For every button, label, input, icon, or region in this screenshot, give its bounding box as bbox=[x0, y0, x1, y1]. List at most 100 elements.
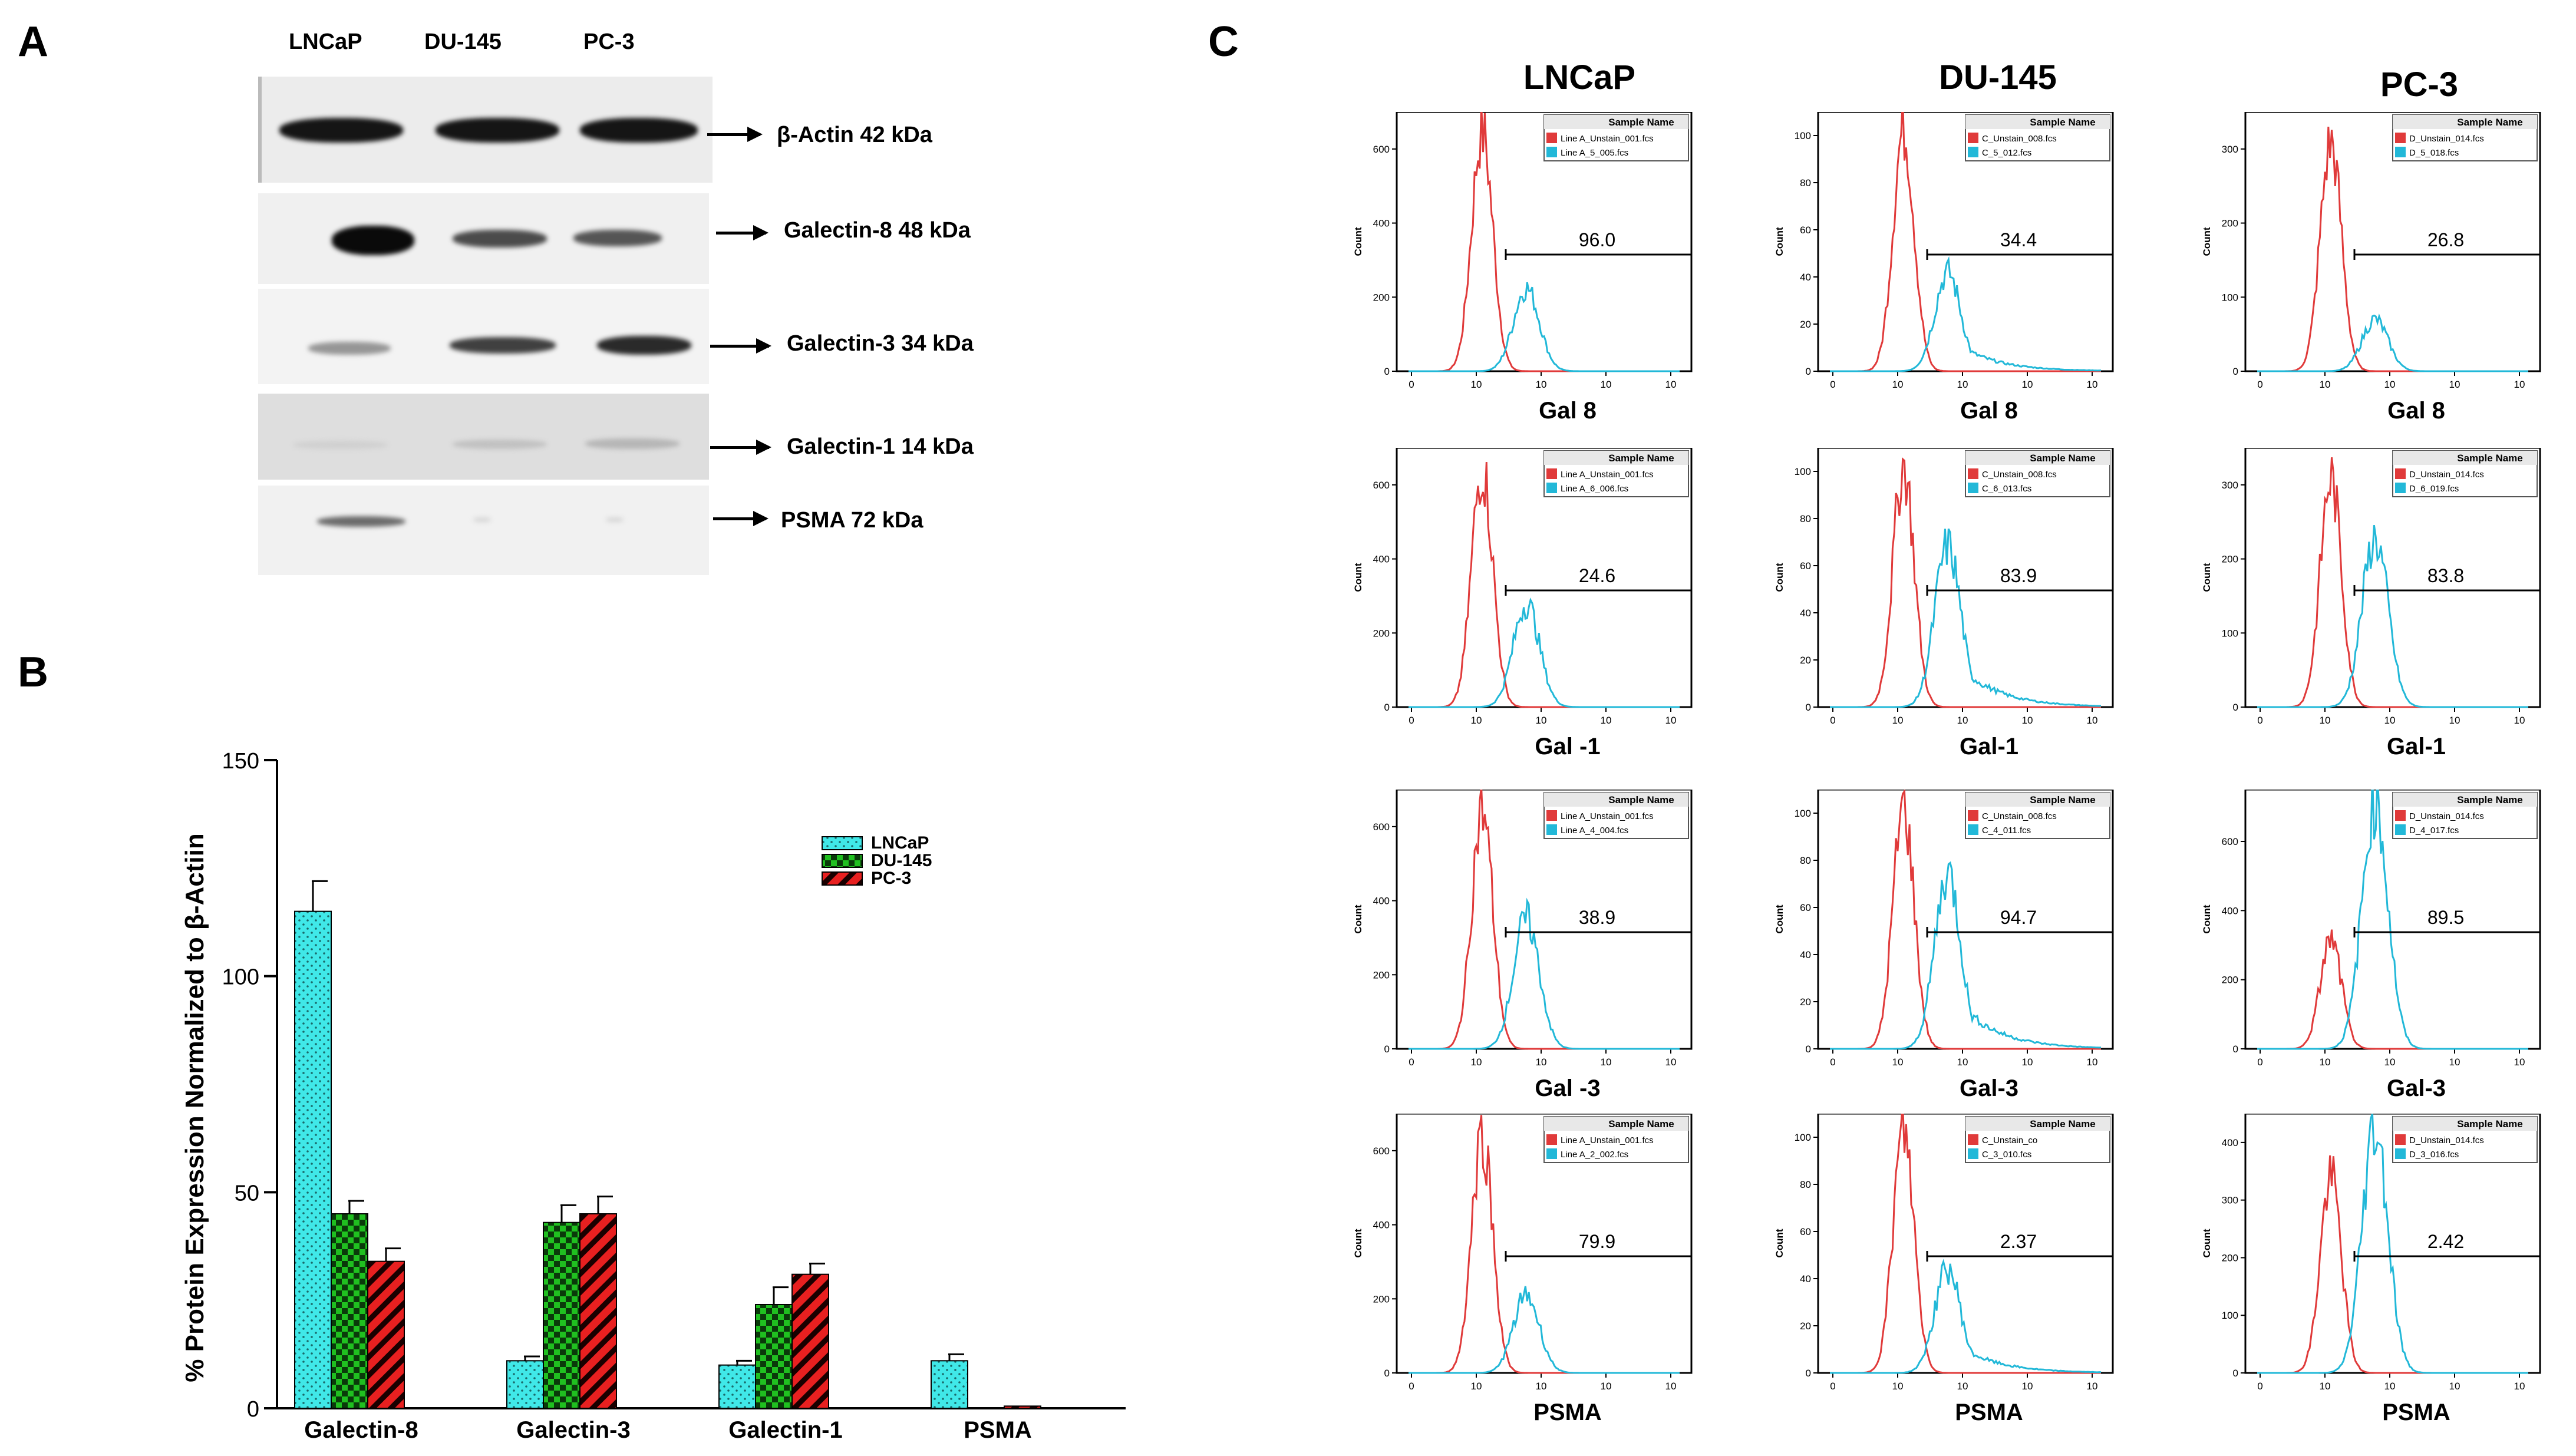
blot-galectin3 bbox=[258, 289, 709, 384]
y-tick-label: 0 bbox=[2233, 702, 2238, 713]
stained-histogram bbox=[2257, 524, 2528, 708]
unstained-swatch bbox=[2395, 1134, 2406, 1145]
band-gal8-lncap bbox=[332, 226, 414, 255]
legend-sample-1: Line A_Unstain_001.fcs bbox=[1561, 134, 1654, 144]
y-tick-label: 100 bbox=[1795, 1132, 1811, 1143]
stained-swatch bbox=[1546, 824, 1557, 835]
count-label: Count bbox=[2201, 227, 2212, 256]
flow-histogram-2-0: 0 200 400 600 0 10 10 10 10 Count 38.9 Sample Name L… bbox=[1353, 790, 1693, 1101]
legend-sample-1: C_Unstain_008.fcs bbox=[1982, 811, 2057, 821]
x-tick-label: 10 bbox=[2449, 1056, 2460, 1068]
x-tick-label: 10 bbox=[1601, 715, 1612, 726]
x-tick-label: 10 bbox=[1665, 1381, 1677, 1392]
stained-swatch bbox=[1968, 824, 1978, 835]
bar-category-label: Galectin-1 bbox=[728, 1417, 842, 1443]
y-tick-label: 0 bbox=[1384, 702, 1390, 713]
legend-sample-1: D_Unstain_014.fcs bbox=[2409, 1135, 2484, 1145]
x-tick-label: 10 bbox=[2087, 1381, 2098, 1392]
x-tick-label: 10 bbox=[1665, 715, 1677, 726]
gate-percent: 83.8 bbox=[2427, 565, 2464, 586]
legend-sample-2: C_6_013.fcs bbox=[1982, 484, 2031, 494]
flow-x-label: Gal -1 bbox=[1535, 734, 1600, 760]
y-tick-label: 400 bbox=[2222, 1137, 2238, 1148]
legend-sample-2: D_3_016.fcs bbox=[2409, 1150, 2459, 1160]
stained-histogram bbox=[1830, 528, 2102, 708]
band-gal1-lncap bbox=[293, 441, 388, 449]
flow-histogram-2-2: 0 200 400 600 0 10 10 10 10 Count 89.5 Sample Name D… bbox=[2201, 790, 2541, 1101]
x-tick-label: 10 bbox=[1536, 1381, 1547, 1392]
count-label: Count bbox=[1774, 227, 1785, 256]
legend-swatch-pc-3 bbox=[822, 871, 863, 886]
y-tick-label: 0 bbox=[1384, 1044, 1390, 1055]
sample-legend-title: Sample Name bbox=[2030, 794, 2096, 805]
flow-histogram-0-1: 0 20 40 60 80 100 0 10 10 10 10 Count 34.4 Sample Nam… bbox=[1774, 112, 2114, 424]
x-tick-label: 10 bbox=[1957, 1381, 1968, 1392]
y-tick-label: 80 bbox=[1800, 177, 1811, 189]
flow-title-lncap: LNCaP bbox=[1523, 58, 1636, 97]
gate-percent: 2.37 bbox=[2000, 1231, 2037, 1252]
y-tick-label: 600 bbox=[1373, 144, 1390, 155]
x-tick-label: 10 bbox=[2384, 715, 2396, 726]
legend-sample-2: Line A_5_005.fcs bbox=[1561, 148, 1628, 158]
x-tick-label: 0 bbox=[2257, 379, 2262, 390]
y-tick-label: 40 bbox=[1800, 949, 1811, 960]
bar-category-label: Galectin-3 bbox=[516, 1417, 630, 1443]
bar-lncap-psma bbox=[931, 1360, 968, 1409]
flow-x-label: Gal 8 bbox=[1539, 398, 1597, 424]
sample-legend-header bbox=[1544, 115, 1688, 129]
bar-du-145-galectin-1 bbox=[755, 1304, 793, 1409]
gate-percent: 38.9 bbox=[1579, 907, 1615, 928]
sample-legend-header bbox=[1965, 451, 2110, 465]
x-tick-label: 10 bbox=[2087, 379, 2098, 390]
y-tick-label: 60 bbox=[1800, 224, 1811, 236]
x-tick-label: 10 bbox=[1665, 379, 1677, 390]
bar-du-145-galectin-8 bbox=[331, 1213, 368, 1409]
sample-legend-title: Sample Name bbox=[2030, 1118, 2096, 1130]
y-tick-label: 600 bbox=[1373, 480, 1390, 491]
unstained-histogram bbox=[1830, 112, 2101, 372]
y-tick-label: 200 bbox=[2222, 218, 2238, 229]
y-tick-label: 200 bbox=[1373, 1293, 1390, 1305]
y-tick-label: 20 bbox=[1800, 996, 1811, 1008]
band-gal3-du145 bbox=[450, 337, 556, 354]
count-label: Count bbox=[1353, 1229, 1364, 1257]
y-tick-label: 400 bbox=[1373, 554, 1390, 565]
sample-legend-header bbox=[1965, 115, 2110, 129]
sample-legend-title: Sample Name bbox=[1608, 117, 1674, 128]
flow-x-label: Gal 8 bbox=[2387, 398, 2445, 424]
x-tick-label: 0 bbox=[1409, 1056, 1414, 1068]
x-tick-label: 0 bbox=[1830, 1381, 1835, 1392]
x-tick-label: 10 bbox=[2320, 1381, 2331, 1392]
sample-legend-header bbox=[1965, 1117, 2110, 1131]
y-tick-label: 400 bbox=[1373, 1220, 1390, 1231]
label-gal1: Galectin-1 14 kDa bbox=[787, 434, 974, 459]
arrow-gal3 bbox=[710, 338, 771, 354]
flow-x-label: Gal-1 bbox=[2387, 734, 2446, 760]
x-tick-label: 10 bbox=[2514, 715, 2525, 726]
gate-percent: 34.4 bbox=[2000, 229, 2037, 250]
gate-percent: 24.6 bbox=[1579, 565, 1615, 586]
unstained-swatch bbox=[1546, 810, 1557, 821]
sample-legend-header bbox=[1544, 793, 1688, 807]
y-tick-label: 400 bbox=[1373, 896, 1390, 907]
flow-histogram-0-2: 0 100 200 300 0 10 10 10 10 Count 26.8 Sample Name D… bbox=[2201, 112, 2541, 424]
x-tick-label: 10 bbox=[1892, 379, 1904, 390]
y-tick-label: 300 bbox=[2222, 1195, 2238, 1206]
legend-sample-2: D_5_018.fcs bbox=[2409, 148, 2459, 158]
flow-x-label: PSMA bbox=[1533, 1399, 1602, 1425]
x-tick-label: 0 bbox=[1409, 715, 1414, 726]
band-gal8-du145 bbox=[453, 230, 547, 247]
bar-y-tick-label: 150 bbox=[222, 749, 259, 774]
count-label: Count bbox=[2201, 904, 2212, 933]
x-tick-label: 10 bbox=[1471, 1381, 1482, 1392]
y-tick-label: 60 bbox=[1800, 902, 1811, 913]
unstained-swatch bbox=[1968, 810, 1978, 821]
panel-b-letter: B bbox=[18, 649, 48, 696]
stained-swatch bbox=[2395, 147, 2406, 157]
blot-galectin8 bbox=[258, 193, 709, 284]
stained-swatch bbox=[2395, 1148, 2406, 1159]
legend-sample-1: D_Unstain_014.fcs bbox=[2409, 134, 2484, 144]
legend-sample-2: Line A_4_004.fcs bbox=[1561, 826, 1628, 836]
y-tick-label: 200 bbox=[2222, 1252, 2238, 1263]
